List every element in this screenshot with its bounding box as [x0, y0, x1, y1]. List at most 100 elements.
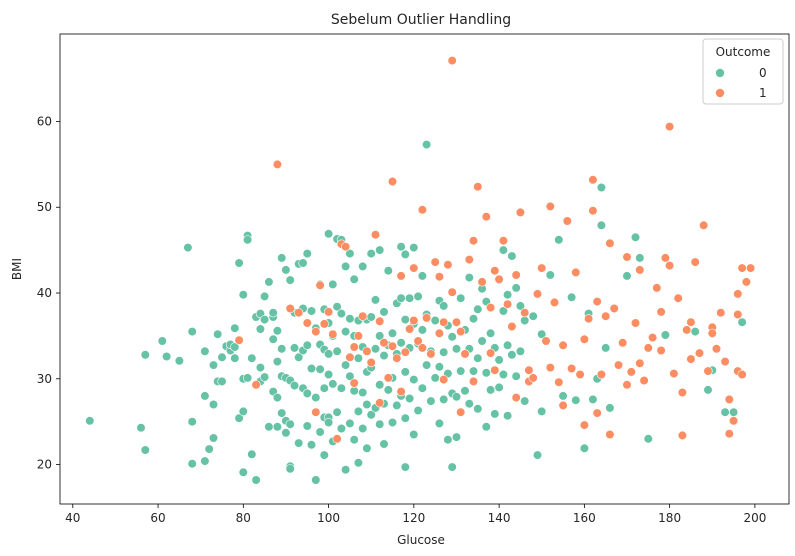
scatter-point-outcome-0: [473, 304, 483, 314]
scatter-point-outcome-1: [311, 407, 321, 417]
scatter-point-outcome-0: [362, 443, 372, 453]
scatter-point-outcome-0: [362, 399, 372, 410]
scatter-point-outcome-1: [690, 257, 700, 267]
scatter-point-outcome-1: [601, 311, 611, 321]
scatter-point-outcome-1: [579, 420, 590, 430]
scatter-point-outcome-0: [306, 440, 317, 450]
scatter-point-outcome-0: [358, 387, 368, 398]
scatter-point-outcome-0: [417, 383, 428, 393]
scatter-point-outcome-0: [85, 416, 95, 426]
legend-label-1: 1: [759, 86, 767, 100]
legend-label-0: 0: [759, 66, 767, 80]
scatter-point-outcome-0: [285, 419, 295, 429]
scatter-point-outcome-0: [285, 275, 295, 285]
scatter-point-outcome-0: [136, 423, 146, 433]
scatter-point-outcome-0: [234, 258, 244, 268]
scatter-point-outcome-0: [353, 353, 364, 363]
scatter-point-outcome-1: [626, 367, 636, 377]
scatter-point-outcome-0: [285, 464, 295, 474]
scatter-point-outcome-0: [358, 423, 368, 434]
y-axis-ticks: 20 30 40 50 60: [37, 114, 60, 472]
scatter-point-outcome-0: [260, 372, 270, 382]
scatter-point-outcome-1: [588, 206, 598, 216]
scatter-point-outcome-0: [234, 413, 244, 423]
scatter-point-outcome-0: [430, 315, 440, 326]
scatter-point-outcome-0: [306, 363, 317, 374]
scatter-point-outcome-1: [571, 267, 581, 278]
scatter-point-outcome-1: [490, 365, 500, 375]
scatter-point-outcome-1: [507, 321, 517, 332]
scatter-point-outcome-0: [255, 324, 266, 334]
scatter-point-outcome-0: [247, 449, 257, 459]
scatter-point-outcome-0: [230, 323, 240, 333]
scatter-point-outcome-0: [251, 475, 261, 485]
scatter-point-outcome-1: [541, 336, 551, 346]
scatter-point-outcome-0: [507, 350, 517, 360]
scatter-point-outcome-0: [409, 429, 419, 440]
scatter-point-outcome-0: [238, 406, 248, 417]
scatter-point-outcome-0: [413, 405, 423, 416]
scatter-point-outcome-0: [409, 375, 419, 385]
scatter-point-outcome-1: [272, 159, 283, 169]
scatter-point-outcome-1: [456, 407, 466, 417]
scatter-point-outcome-0: [187, 459, 197, 469]
scatter-point-outcome-0: [392, 400, 402, 411]
x-tick-label: 180: [658, 511, 681, 525]
scatter-point-outcome-0: [230, 353, 240, 363]
scatter-point-outcome-0: [332, 346, 342, 356]
scatter-point-outcome-0: [622, 271, 632, 281]
scatter-point-outcome-0: [277, 344, 287, 354]
scatter-point-outcome-1: [703, 366, 713, 376]
scatter-point-outcome-1: [660, 253, 671, 263]
scatter-point-outcome-1: [558, 340, 568, 350]
scatter-point-outcome-0: [439, 347, 449, 357]
scatter-point-outcome-0: [277, 253, 287, 263]
scatter-point-outcome-0: [328, 279, 338, 290]
scatter-point-outcome-0: [447, 332, 457, 342]
scatter-point-outcome-1: [319, 319, 329, 329]
scatter-point-outcome-0: [383, 266, 393, 276]
scatter-point-outcome-0: [422, 140, 432, 150]
scatter-point-outcome-1: [434, 328, 445, 338]
scatter-point-outcome-1: [434, 272, 445, 282]
scatter-point-outcome-1: [422, 313, 432, 323]
scatter-point-outcome-1: [566, 363, 577, 374]
scatter-point-outcome-1: [656, 307, 666, 317]
x-tick-label: 40: [65, 511, 80, 525]
scatter-point-outcome-1: [456, 327, 466, 337]
scatter-point-outcome-0: [511, 283, 521, 293]
scatter-point-outcome-0: [238, 290, 248, 300]
scatter-point-outcome-1: [605, 238, 615, 248]
scatter-point-outcome-0: [400, 315, 410, 325]
scatter-point-outcome-0: [349, 274, 359, 284]
scatter-point-outcome-0: [341, 360, 351, 370]
scatter-point-outcome-1: [302, 318, 312, 328]
scatter-point-outcome-1: [579, 334, 590, 344]
scatter-point-outcome-1: [375, 316, 385, 326]
scatter-point-outcome-1: [503, 299, 513, 309]
scatter-point-outcome-0: [464, 399, 474, 409]
scatter-point-outcome-0: [405, 293, 415, 303]
scatter-point-outcome-0: [417, 271, 428, 281]
scatter-point-outcome-1: [473, 182, 483, 192]
scatter-point-outcome-1: [349, 342, 359, 352]
scatter-point-outcome-1: [549, 297, 560, 308]
scatter-point-outcome-0: [498, 369, 509, 380]
scatter-point-outcome-0: [417, 325, 428, 335]
scatter-point-outcome-1: [443, 260, 453, 270]
scatter-point-outcome-0: [302, 388, 312, 399]
scatter-point-outcome-0: [140, 445, 150, 455]
scatter-point-outcome-0: [375, 331, 385, 341]
scatter-point-outcome-1: [486, 348, 496, 358]
scatter-point-outcome-1: [562, 216, 572, 226]
scatter-point-outcome-0: [737, 317, 747, 327]
scatter-point-outcome-1: [656, 345, 666, 356]
scatter-point-outcome-0: [443, 435, 453, 445]
scatter-point-outcome-0: [332, 302, 342, 312]
scatter-point-outcome-0: [370, 344, 381, 354]
scatter-point-outcome-0: [366, 312, 376, 322]
scatter-point-outcome-0: [162, 351, 172, 362]
scatter-point-outcome-1: [664, 121, 675, 132]
scatter-point-outcome-1: [311, 327, 321, 337]
scatter-point-outcome-1: [554, 377, 564, 387]
